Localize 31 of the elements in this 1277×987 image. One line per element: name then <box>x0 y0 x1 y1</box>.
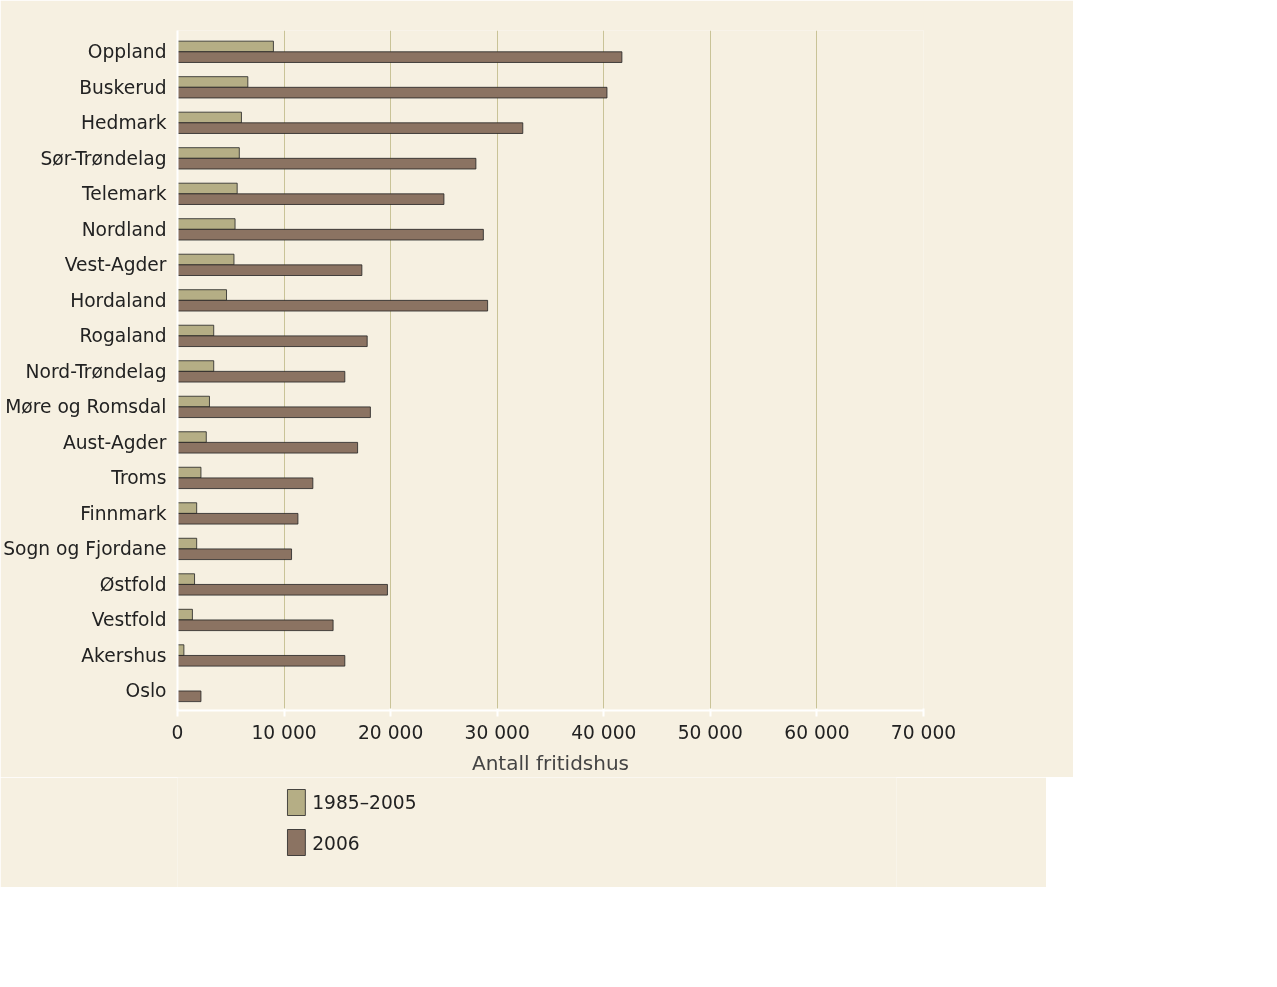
x-tick-label: 70 000 <box>890 721 957 743</box>
y-tick-label: Vestfold <box>91 609 167 631</box>
y-tick-label: Finnmark <box>80 502 167 524</box>
y-tick-label: Hedmark <box>81 112 167 134</box>
y-tick-label: Møre og Romsdal <box>5 396 167 418</box>
y-tick-label: Sogn og Fjordane <box>3 538 167 560</box>
x-tick-label: 0 <box>171 721 184 743</box>
x-axis-title: Antall fritidshus <box>471 750 630 775</box>
bar <box>177 690 202 703</box>
y-tick-label: Vest-Agder <box>64 254 167 276</box>
y-tick-label: Akershus <box>81 644 167 666</box>
x-tick-label: 30 000 <box>464 721 530 743</box>
x-tick-label: 40 000 <box>571 721 637 743</box>
x-tick-label: 20 000 <box>358 721 424 743</box>
x-tick-label: 60 000 <box>784 721 850 743</box>
y-tick-label: Østfold <box>99 573 167 595</box>
y-tick-label: Rogaland <box>79 325 167 347</box>
y-tick-label: Nord-Trøndelag <box>25 360 167 382</box>
y-tick-label: Oppland <box>87 41 167 63</box>
y-tick-label: Hordaland <box>70 289 167 311</box>
legend-label: 1985–2005 <box>312 792 417 813</box>
y-tick-label: Buskerud <box>79 76 167 98</box>
y-tick-label: Nordland <box>81 218 167 240</box>
x-tick-label: 10 000 <box>251 721 317 743</box>
y-tick-label: Telemark <box>81 183 167 205</box>
y-tick-label: Sør-Trøndelag <box>40 147 167 169</box>
y-tick-label: Oslo <box>125 680 167 702</box>
y-tick-label: Troms <box>110 467 167 489</box>
legend-label: 2006 <box>312 832 360 854</box>
x-tick-label: 50 000 <box>677 721 743 743</box>
y-tick-label: Aust-Agder <box>62 431 167 453</box>
